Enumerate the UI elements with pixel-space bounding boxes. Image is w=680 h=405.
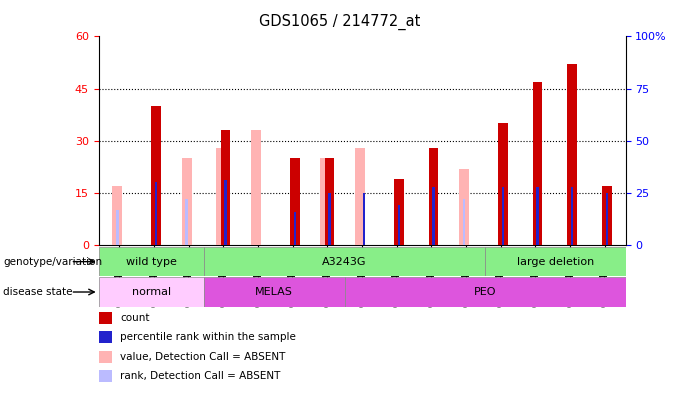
Bar — [320, 158, 330, 245]
Bar — [363, 193, 365, 245]
Text: rank, Detection Call = ABSENT: rank, Detection Call = ABSENT — [120, 371, 281, 381]
Bar — [155, 182, 157, 245]
Bar — [537, 187, 539, 245]
Bar — [216, 148, 226, 245]
Bar — [394, 179, 404, 245]
Text: large deletion: large deletion — [517, 257, 594, 266]
Text: disease state: disease state — [3, 287, 73, 297]
Text: normal: normal — [132, 287, 171, 297]
Bar — [294, 212, 296, 245]
Text: PEO: PEO — [474, 287, 496, 297]
Bar — [485, 247, 626, 276]
Bar — [355, 148, 365, 245]
Bar — [99, 277, 204, 307]
Bar — [186, 199, 188, 245]
Bar — [151, 106, 161, 245]
Text: wild type: wild type — [126, 257, 177, 266]
Bar — [398, 205, 400, 245]
Bar — [606, 193, 608, 245]
Text: genotype/variation: genotype/variation — [3, 257, 103, 266]
Bar — [345, 277, 626, 307]
Bar — [224, 180, 226, 245]
Text: MELAS: MELAS — [255, 287, 293, 297]
Bar — [251, 130, 261, 245]
Bar — [428, 148, 439, 245]
Bar — [290, 158, 300, 245]
Bar — [112, 186, 122, 245]
Bar — [328, 193, 330, 245]
Bar — [532, 82, 543, 245]
Bar — [99, 247, 204, 276]
Text: percentile rank within the sample: percentile rank within the sample — [120, 333, 296, 342]
Bar — [204, 277, 345, 307]
Bar — [204, 247, 485, 276]
Bar — [567, 64, 577, 245]
Bar — [182, 158, 192, 245]
Text: value, Detection Call = ABSENT: value, Detection Call = ABSENT — [120, 352, 286, 362]
Bar — [498, 124, 508, 245]
Bar — [116, 209, 118, 245]
Bar — [432, 187, 435, 245]
Bar — [502, 187, 504, 245]
Bar — [459, 168, 469, 245]
Text: GDS1065 / 214772_at: GDS1065 / 214772_at — [259, 14, 421, 30]
Text: count: count — [120, 313, 150, 323]
Bar — [571, 187, 573, 245]
Bar — [602, 186, 612, 245]
Text: A3243G: A3243G — [322, 257, 367, 266]
Bar — [324, 158, 335, 245]
Bar — [463, 199, 465, 245]
Bar — [220, 130, 231, 245]
